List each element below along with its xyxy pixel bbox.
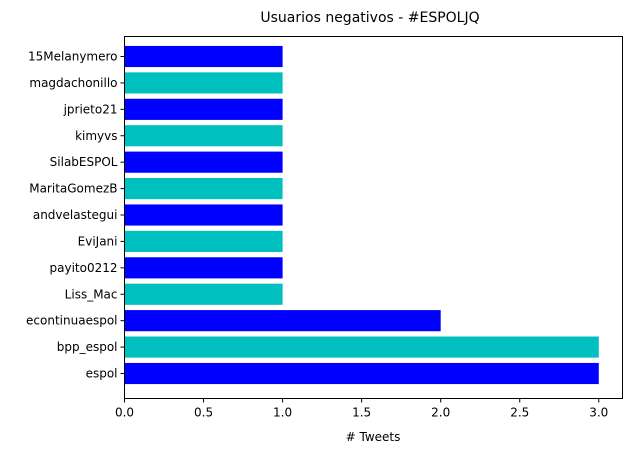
bar-magdachonillo — [124, 72, 283, 94]
bar-SilabESPOL — [124, 151, 283, 173]
y-tick-label: EviJani — [78, 234, 118, 248]
y-tick-label: bpp_espol — [57, 340, 118, 354]
bar-espol — [124, 362, 599, 385]
y-tick-label: 15Melanymero — [28, 50, 117, 64]
bar-MaritaGomezB — [124, 178, 283, 200]
x-tick-label: 2.5 — [510, 406, 529, 420]
x-tick-label: 1.5 — [352, 406, 371, 420]
x-tick-label: 1.0 — [273, 406, 292, 420]
bar-kimyvs — [124, 125, 283, 147]
x-tick-label: 2.0 — [431, 406, 450, 420]
x-axis-label: # Tweets — [346, 430, 401, 444]
y-tick-label: jprieto21 — [63, 102, 118, 116]
x-axis-ticks: 0.0 0.5 1.0 1.5 2.0 2.5 3.0 — [115, 398, 608, 420]
bars-group — [124, 45, 599, 385]
y-tick-label: Liss_Mac — [65, 287, 118, 301]
y-tick-label: MaritaGomezB — [29, 182, 117, 196]
bar-15Melanymero — [124, 45, 283, 68]
bar-Liss_Mac — [124, 283, 283, 305]
bar-EviJani — [124, 230, 283, 252]
y-tick-label: andvelastegui — [33, 208, 118, 222]
x-tick-label: 0.0 — [115, 406, 134, 420]
chart-title: Usuarios negativos - #ESPOLJQ — [260, 10, 479, 26]
bar-andvelastegui — [124, 204, 283, 226]
y-tick-label: SilabESPOL — [50, 155, 118, 169]
plot-frame — [124, 36, 623, 399]
y-tick-label: econtinuaespol — [26, 314, 117, 328]
y-axis-ticks: espol bpp_espol econtinuaespol Liss_Mac payi… — [26, 50, 125, 381]
bar-payito0212 — [124, 257, 283, 279]
y-tick-label: magdachonillo — [29, 76, 117, 90]
bar-econtinuaespol — [124, 310, 441, 332]
y-tick-label: kimyvs — [75, 129, 117, 143]
x-tick-label: 0.5 — [194, 406, 213, 420]
y-tick-label: payito0212 — [50, 261, 118, 275]
y-tick-label: espol — [86, 367, 118, 381]
x-tick-label: 3.0 — [589, 406, 608, 420]
bar-jprieto21 — [124, 98, 283, 120]
bar-bpp_espol — [124, 336, 599, 358]
